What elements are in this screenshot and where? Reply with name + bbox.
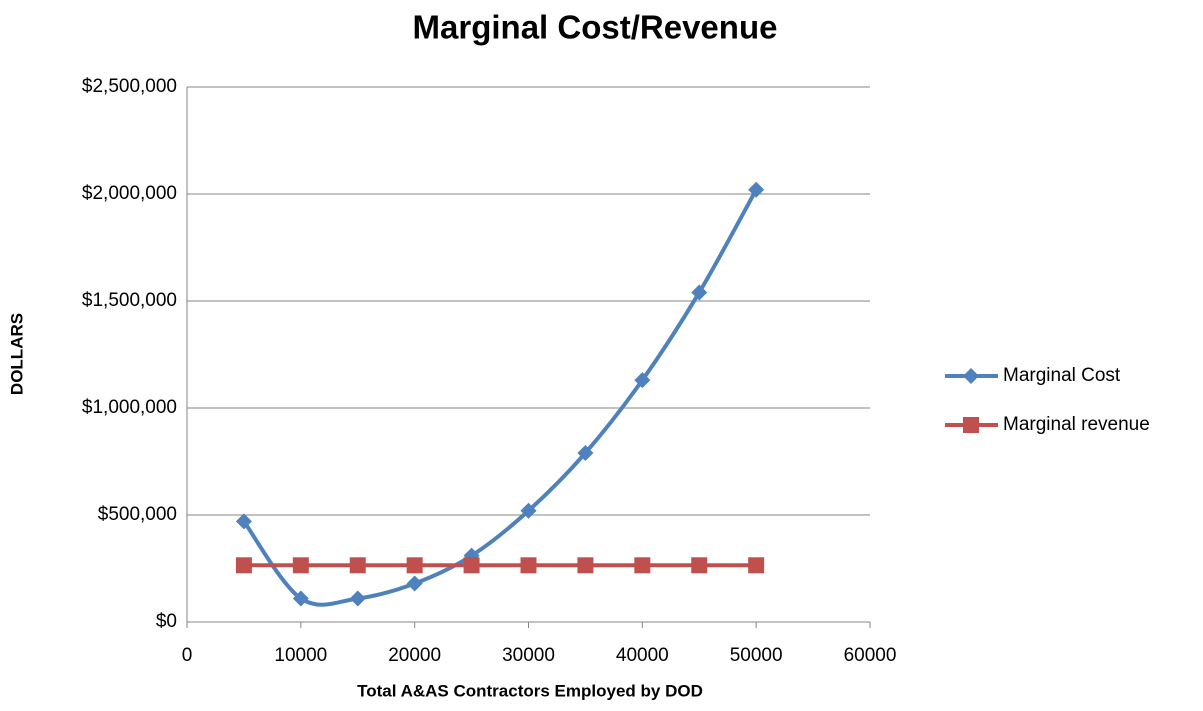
- marker: [406, 575, 423, 592]
- marker: [634, 557, 651, 574]
- marker: [292, 557, 309, 574]
- legend-marker: [963, 368, 979, 384]
- y-tick-label: $1,500,000: [82, 290, 177, 311]
- x-tick-label: 40000: [616, 645, 669, 666]
- marker: [520, 502, 537, 519]
- y-tick-label: $2,000,000: [82, 183, 177, 204]
- marker: [235, 557, 252, 574]
- legend-marker: [963, 417, 979, 433]
- marker: [235, 513, 252, 530]
- marker: [463, 557, 480, 574]
- y-tick-label: $0: [156, 611, 177, 632]
- x-tick-label: 30000: [502, 645, 555, 666]
- chart-title: Marginal Cost/Revenue: [413, 9, 778, 46]
- x-tick-label: 0: [182, 645, 193, 666]
- marker: [691, 557, 708, 574]
- y-axis-label: DOLLARS: [7, 313, 26, 395]
- marker: [748, 557, 765, 574]
- marker: [406, 557, 423, 574]
- marker: [634, 372, 651, 389]
- x-tick-label: 50000: [730, 645, 783, 666]
- y-tick-label: $1,000,000: [82, 397, 177, 418]
- marker: [520, 557, 537, 574]
- legend-label: Marginal Cost: [1003, 365, 1121, 386]
- x-tick-label: 10000: [274, 645, 327, 666]
- series-line: [242, 188, 758, 607]
- x-axis-label: Total A&AS Contractors Employed by DOD: [357, 681, 703, 700]
- x-tick-label: 60000: [844, 645, 897, 666]
- marker: [691, 284, 708, 301]
- marker: [748, 181, 765, 198]
- marker: [349, 557, 366, 574]
- legend-label: Marginal revenue: [1003, 414, 1150, 435]
- y-tick-label: $2,500,000: [82, 76, 177, 97]
- x-tick-label: 20000: [388, 645, 441, 666]
- marker: [577, 557, 594, 574]
- marker: [577, 444, 594, 461]
- y-tick-label: $500,000: [98, 504, 177, 525]
- marker: [292, 590, 309, 607]
- marker: [349, 590, 366, 607]
